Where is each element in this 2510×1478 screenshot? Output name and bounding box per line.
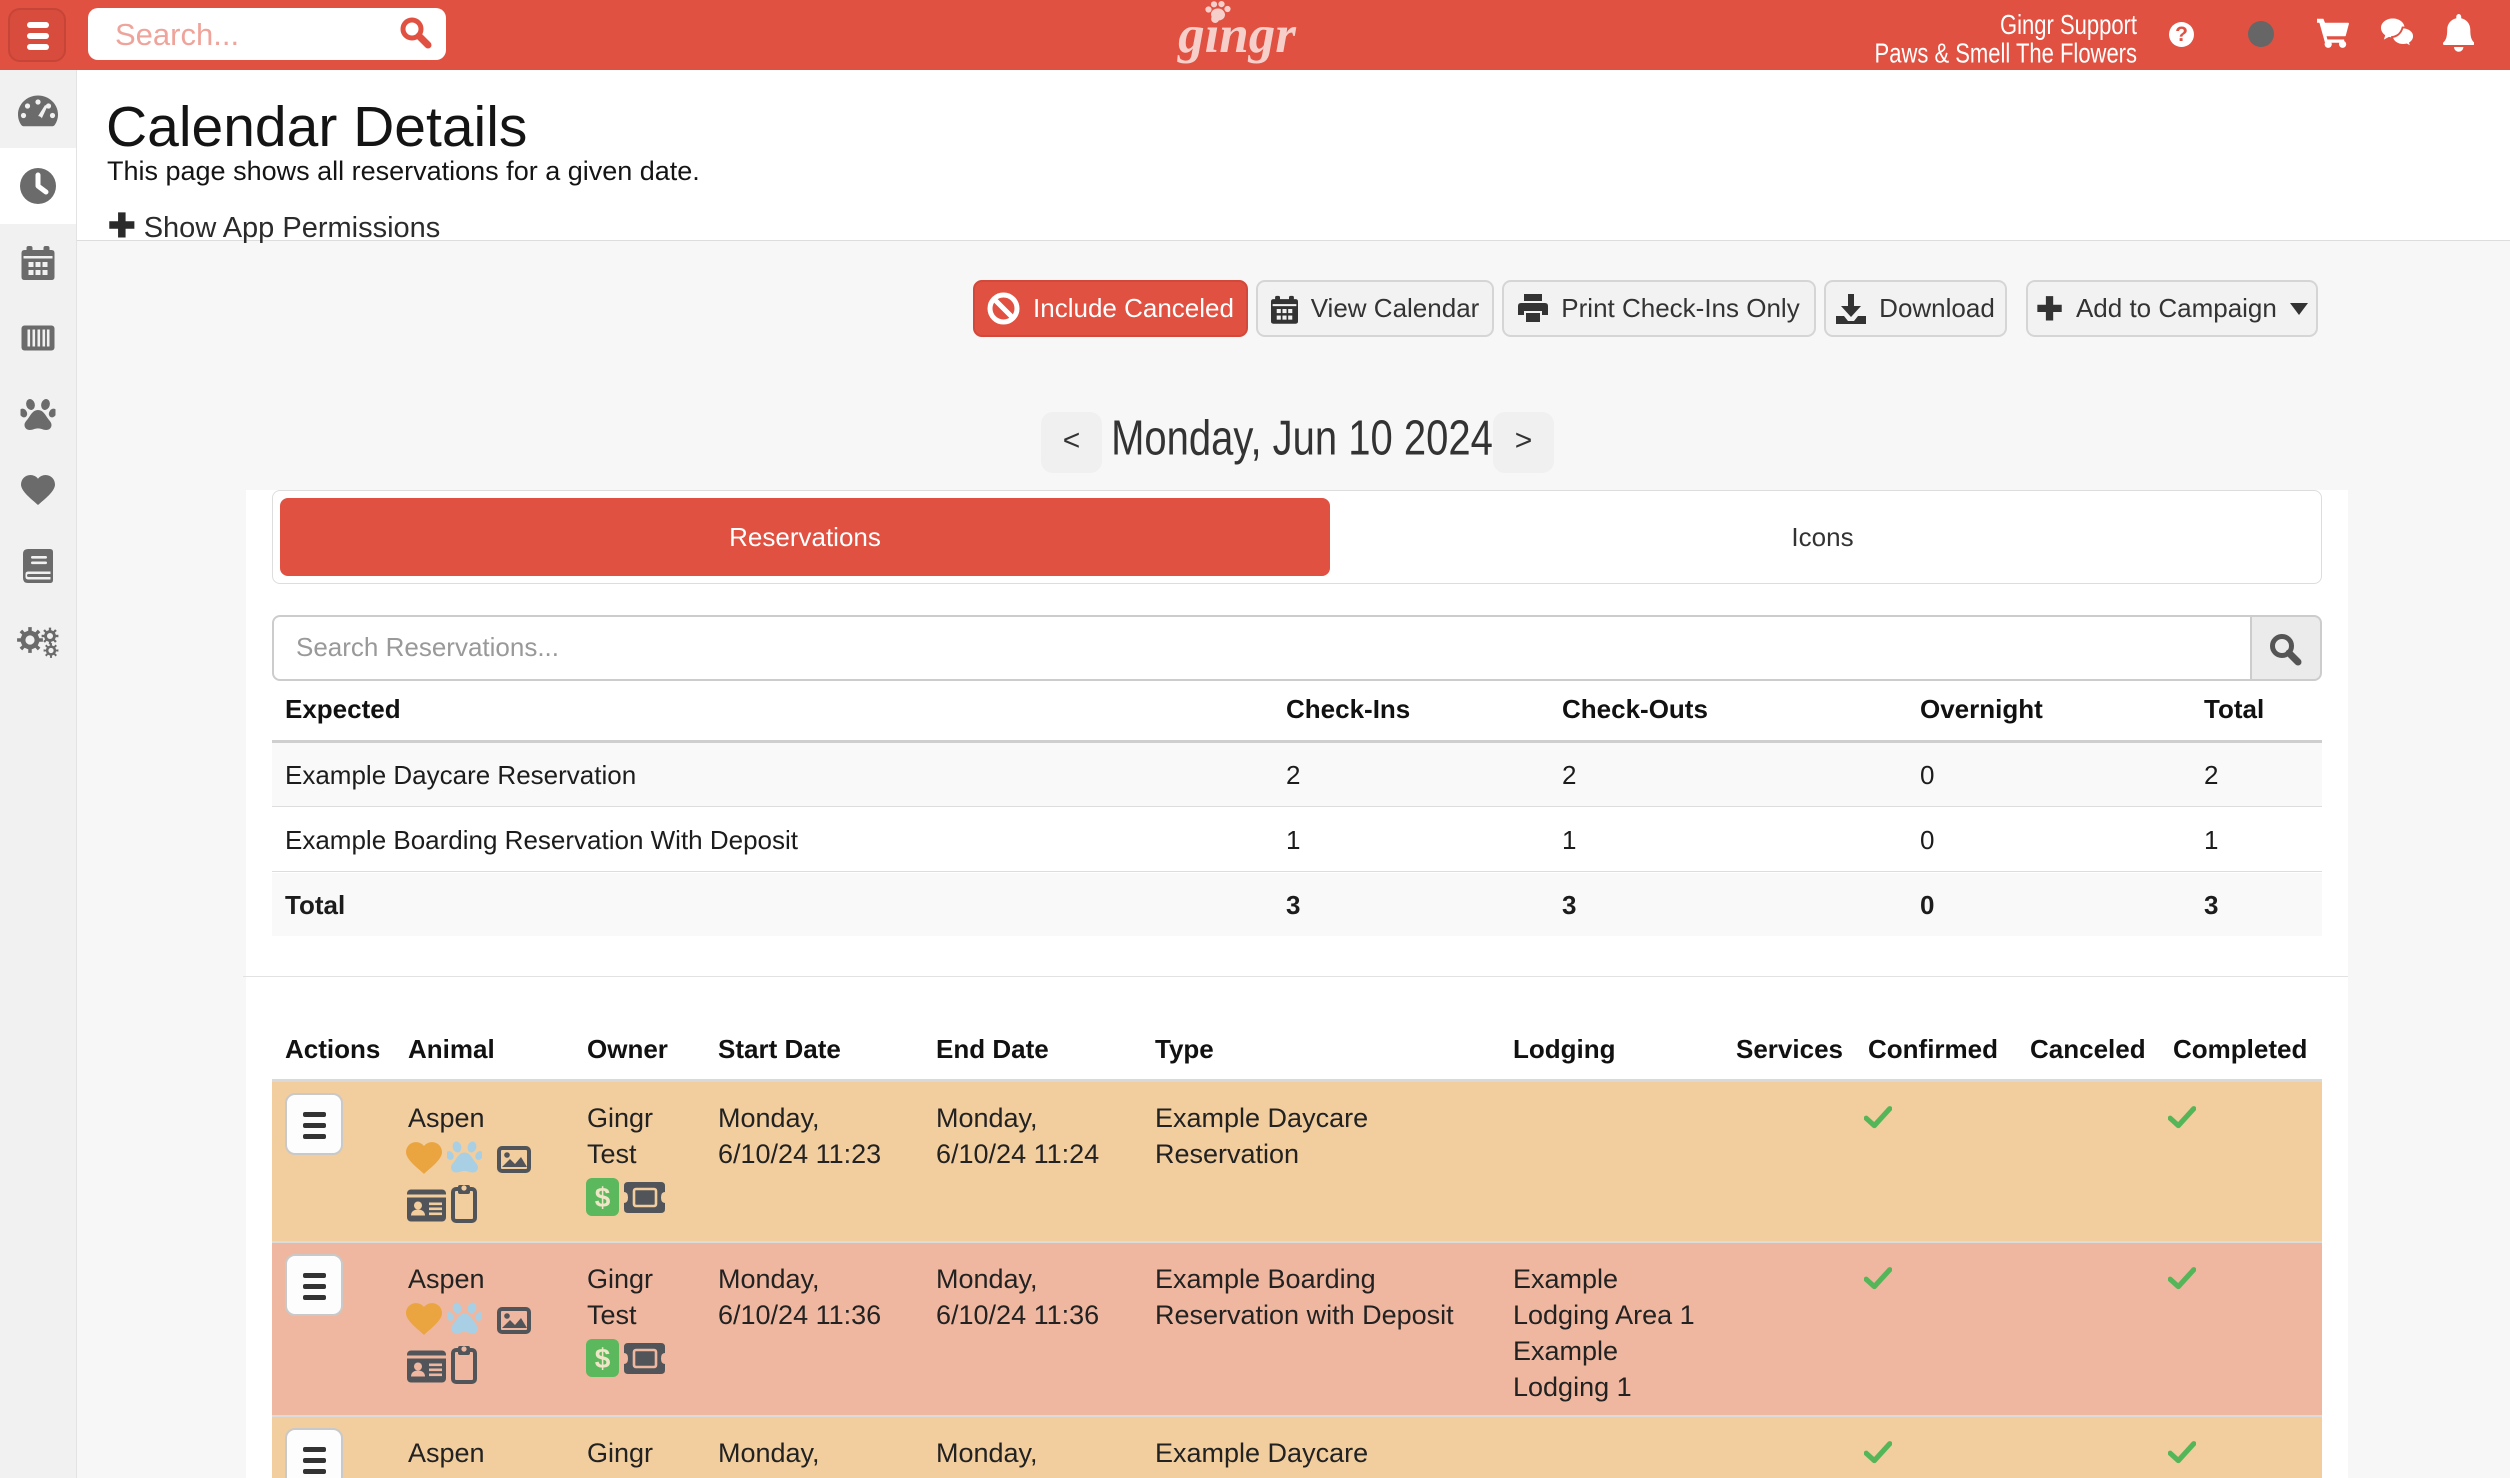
svg-text:gingr: gingr xyxy=(1177,6,1297,64)
svg-text:$: $ xyxy=(595,1182,611,1213)
svg-text:$: $ xyxy=(595,1343,611,1374)
